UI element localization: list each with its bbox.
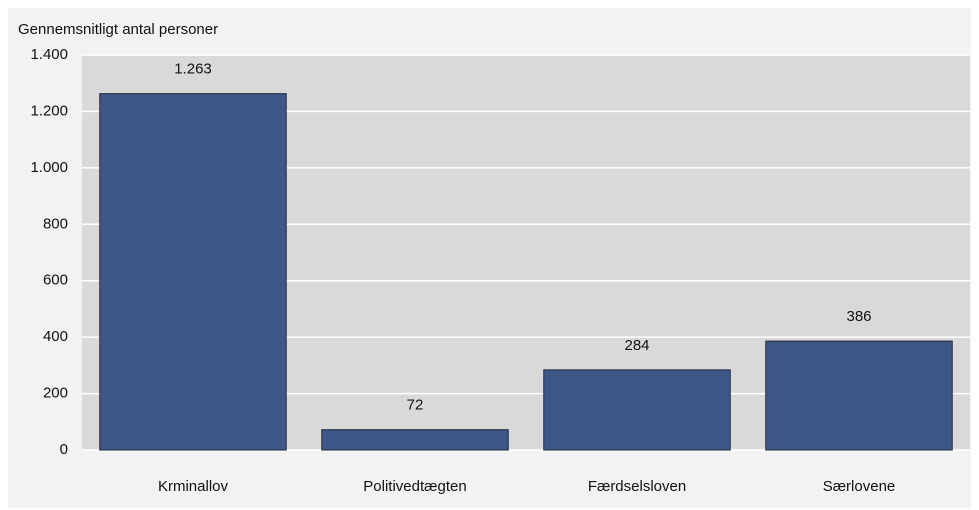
x-tick-label: Politivedtægten [363, 478, 466, 495]
y-tick-label: 600 [43, 272, 68, 289]
y-tick-label: 1.000 [30, 159, 68, 176]
bar [543, 369, 731, 451]
y-tick-label: 400 [43, 328, 68, 345]
y-axis-label: Gennemsnitligt antal personer [18, 21, 218, 38]
x-tick-label: Færdselsloven [588, 478, 686, 495]
data-label: 386 [846, 308, 871, 325]
x-tick-label: Krminallov [158, 478, 229, 495]
bar [99, 93, 287, 451]
y-tick-label: 1.200 [30, 102, 68, 119]
bar [765, 340, 953, 451]
y-tick-label: 800 [43, 215, 68, 232]
y-tick-label: 200 [43, 385, 68, 402]
data-label: 284 [624, 337, 649, 354]
data-label: 72 [407, 397, 424, 414]
y-tick-label: 0 [60, 441, 68, 458]
bar [321, 429, 509, 451]
x-tick-label: Særlovene [823, 478, 896, 495]
data-label: 1.263 [174, 61, 212, 78]
y-tick-label: 1.400 [30, 46, 68, 63]
